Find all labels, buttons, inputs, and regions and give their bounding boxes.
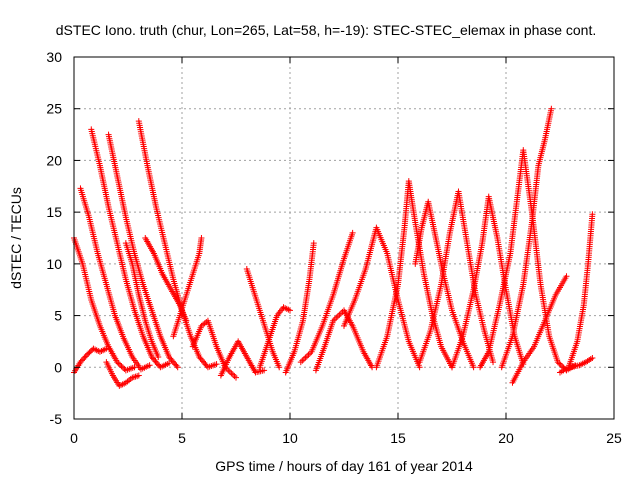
- data-point-marker: [589, 211, 596, 218]
- data-series: [449, 193, 527, 371]
- data-point-marker: [470, 364, 477, 371]
- data-point-marker: [559, 363, 566, 370]
- data-point-marker: [557, 361, 564, 368]
- data-series: [88, 126, 173, 371]
- x-tick-label: 20: [498, 430, 514, 446]
- y-tick-label: 20: [46, 152, 62, 168]
- plot-frame: [73, 56, 615, 420]
- data-point-marker: [174, 364, 181, 371]
- data-series: [498, 105, 555, 371]
- data-series: [312, 307, 376, 374]
- data-point-marker: [349, 229, 356, 236]
- data-point-marker: [103, 345, 110, 352]
- data-point-marker: [276, 364, 283, 371]
- data-point-marker: [173, 362, 180, 369]
- data-point-marker: [131, 364, 138, 371]
- data-series: [509, 273, 570, 386]
- data-point-marker: [310, 240, 317, 247]
- data-series: [122, 240, 162, 360]
- y-tick-label: 25: [46, 101, 62, 117]
- data-series: [170, 235, 205, 340]
- y-tick-label: 0: [54, 359, 62, 375]
- data-point-marker: [155, 353, 162, 360]
- data-point-marker: [117, 361, 124, 368]
- x-tick-label: 5: [178, 430, 186, 446]
- data-point-marker: [233, 374, 239, 381]
- x-tick-label: 10: [282, 430, 298, 446]
- data-point-marker: [118, 363, 125, 370]
- data-point-marker: [548, 105, 555, 112]
- data-point-marker: [183, 317, 190, 324]
- data-point-marker: [81, 354, 88, 361]
- data-point-marker: [114, 359, 121, 366]
- data-series: [71, 345, 110, 376]
- data-series: [373, 178, 455, 371]
- data-point-marker: [78, 357, 85, 364]
- data-point-marker: [490, 359, 497, 366]
- data-point-marker: [261, 367, 268, 374]
- data-point-marker: [146, 362, 153, 369]
- x-axis-ticks: 0 5 10 15 20 25: [70, 57, 622, 446]
- data-point-marker: [416, 364, 423, 371]
- y-tick-label: -5: [50, 411, 63, 427]
- data-series: [217, 338, 268, 379]
- data-point-marker: [119, 364, 126, 371]
- y-tick-label: 30: [46, 49, 62, 65]
- x-tick-label: 15: [390, 430, 406, 446]
- data-series: [567, 354, 596, 371]
- data-point-marker: [135, 372, 142, 379]
- data-series: [71, 235, 138, 374]
- data-point-marker: [287, 307, 293, 314]
- y-tick-label: 10: [46, 256, 62, 272]
- data-point-marker: [563, 273, 570, 280]
- data-point-marker: [556, 360, 563, 367]
- data-point-marker: [213, 361, 220, 368]
- x-tick-label: 0: [70, 430, 78, 446]
- data-series: [416, 188, 497, 366]
- data-point-marker: [80, 356, 87, 363]
- y-axis-ticks: -5 0 5 10 15 20 25 30: [46, 49, 614, 427]
- data-series: [77, 185, 153, 373]
- data-series: [557, 211, 596, 376]
- data-series: [256, 304, 293, 371]
- data-series: [105, 131, 181, 371]
- x-axis-label: GPS time / hours of day 161 of year 2014: [215, 458, 473, 474]
- chart-title: dSTEC Iono. truth (chur, Lon=265, Lat=58…: [56, 22, 596, 38]
- y-tick-label: 5: [54, 308, 62, 324]
- data-series: [103, 359, 142, 389]
- data-point-marker: [589, 354, 596, 361]
- data-point-marker: [198, 235, 205, 241]
- data-series: [297, 229, 356, 366]
- data-series: [282, 240, 317, 376]
- y-tick-label: 15: [46, 204, 62, 220]
- data-series: [341, 224, 423, 371]
- data-point-marker: [554, 359, 561, 366]
- data-point-marker: [115, 360, 122, 367]
- data-point-marker: [82, 353, 89, 360]
- data-points: [71, 105, 596, 389]
- y-axis-label: dSTEC / TECUs: [8, 187, 24, 289]
- data-point-marker: [77, 359, 84, 366]
- x-tick-label: 25: [606, 430, 622, 446]
